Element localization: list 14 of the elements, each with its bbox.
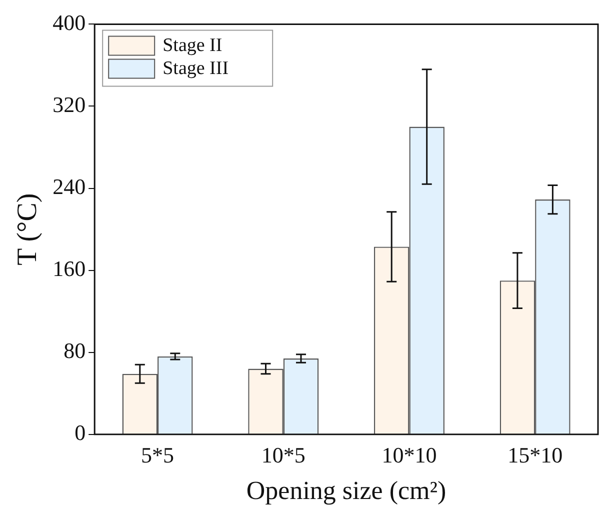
y-tick-label: 240 [52, 174, 86, 200]
y-tick-label: 400 [52, 10, 86, 35]
y-tick-label: 0 [74, 420, 86, 446]
y-tick-label: 320 [52, 92, 86, 118]
y-tick-label: 160 [52, 256, 86, 282]
legend-label: Stage II [162, 35, 222, 56]
x-tick-label: 15*10 [508, 442, 563, 468]
y-axis-title: T (°C) [12, 193, 44, 266]
legend-label: Stage III [162, 58, 229, 80]
x-tick-label: 10*5 [261, 442, 306, 468]
x-axis-title: Opening size (cm²) [246, 476, 446, 506]
y-tick-label: 80 [64, 338, 86, 364]
x-tick-label: 5*5 [141, 442, 174, 468]
x-tick-label: 10*10 [382, 442, 437, 468]
